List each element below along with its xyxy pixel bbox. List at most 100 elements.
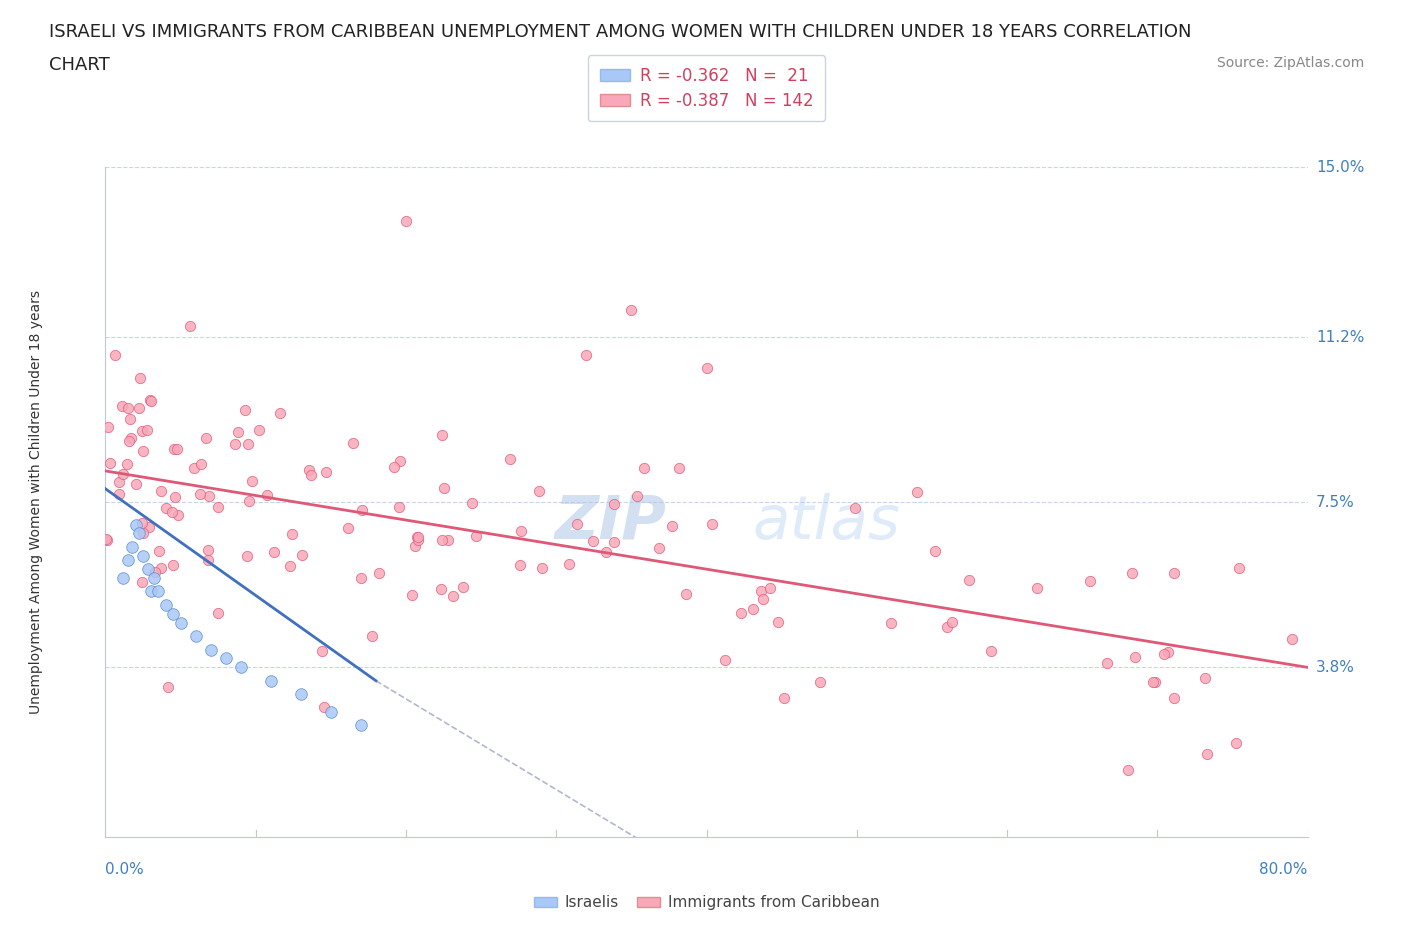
Point [125, 476, 148, 491]
Point [510, 524, 533, 538]
Point [626, 488, 648, 503]
Point [128, 526, 150, 541]
Point [1078, 574, 1101, 589]
Point [668, 460, 690, 475]
Point [661, 519, 683, 534]
Point [247, 422, 270, 437]
Point [214, 651, 236, 666]
Point [436, 532, 458, 547]
Point [759, 580, 782, 595]
Point [924, 543, 946, 558]
Point [1281, 632, 1303, 647]
Text: ZIP: ZIP [554, 493, 666, 551]
Point [509, 558, 531, 573]
Legend: Israelis, Immigrants from Caribbean: Israelis, Immigrants from Caribbean [527, 889, 886, 916]
Point [148, 544, 170, 559]
Point [132, 549, 155, 564]
Point [162, 558, 184, 573]
Point [166, 442, 188, 457]
Text: 80.0%: 80.0% [1260, 862, 1308, 877]
Point [131, 444, 153, 458]
Text: 11.2%: 11.2% [1316, 329, 1364, 344]
Point [142, 571, 165, 586]
Point [112, 571, 135, 586]
Point [228, 425, 250, 440]
Point [595, 544, 617, 559]
Point [129, 371, 152, 386]
Point [157, 680, 180, 695]
Point [104, 347, 127, 362]
Point [194, 431, 217, 445]
Point [1194, 671, 1216, 686]
Point [139, 584, 162, 599]
Text: 15.0%: 15.0% [1316, 160, 1364, 175]
Point [162, 606, 184, 621]
Point [242, 473, 264, 488]
Point [766, 614, 789, 629]
Point [1142, 674, 1164, 689]
Point [702, 516, 724, 531]
Point [620, 303, 643, 318]
Point [905, 485, 928, 499]
Point [529, 484, 551, 498]
Point [844, 501, 866, 516]
Point [165, 489, 187, 504]
Text: Unemployment Among Women with Children Under 18 years: Unemployment Among Women with Children U… [30, 290, 44, 714]
Point [936, 619, 959, 634]
Point [350, 571, 373, 586]
Point [1227, 561, 1250, 576]
Point [238, 493, 260, 508]
Point [190, 457, 212, 472]
Point [749, 583, 772, 598]
Point [184, 629, 207, 644]
Point [1121, 565, 1143, 580]
Point [406, 529, 429, 544]
Point [460, 496, 482, 511]
Point [406, 530, 429, 545]
Text: Source: ZipAtlas.com: Source: ZipAtlas.com [1216, 56, 1364, 70]
Point [1025, 581, 1047, 596]
Point [179, 319, 201, 334]
Point [128, 401, 150, 416]
Point [603, 497, 626, 512]
Point [290, 686, 312, 701]
Point [155, 500, 177, 515]
Point [149, 561, 172, 576]
Point [136, 422, 159, 437]
Point [233, 403, 256, 418]
Point [713, 653, 735, 668]
Point [112, 466, 135, 481]
Point [1163, 565, 1185, 580]
Point [567, 516, 589, 531]
Point [155, 597, 177, 612]
Point [1156, 644, 1178, 659]
Point [94, 532, 117, 547]
Point [131, 575, 153, 590]
Point [337, 520, 360, 535]
Point [1225, 735, 1247, 750]
Point [648, 540, 671, 555]
Point [169, 616, 191, 631]
Point [773, 691, 796, 706]
Point [451, 579, 474, 594]
Point [121, 539, 143, 554]
Point [98, 456, 121, 471]
Point [278, 558, 301, 573]
Text: ISRAELI VS IMMIGRANTS FROM CARIBBEAN UNEMPLOYMENT AMONG WOMEN WITH CHILDREN UNDE: ISRAELI VS IMMIGRANTS FROM CARIBBEAN UNE… [49, 23, 1192, 41]
Point [236, 549, 259, 564]
Point [299, 468, 322, 483]
Point [183, 460, 205, 475]
Point [430, 533, 453, 548]
Point [269, 405, 291, 420]
Point [575, 348, 598, 363]
Point [582, 534, 605, 549]
Point [696, 361, 718, 376]
Point [464, 528, 486, 543]
Point [108, 474, 131, 489]
Point [139, 392, 162, 407]
Text: 0.0%: 0.0% [105, 862, 145, 877]
Point [350, 718, 373, 733]
Point [229, 660, 252, 675]
Point [238, 436, 260, 451]
Point [111, 399, 134, 414]
